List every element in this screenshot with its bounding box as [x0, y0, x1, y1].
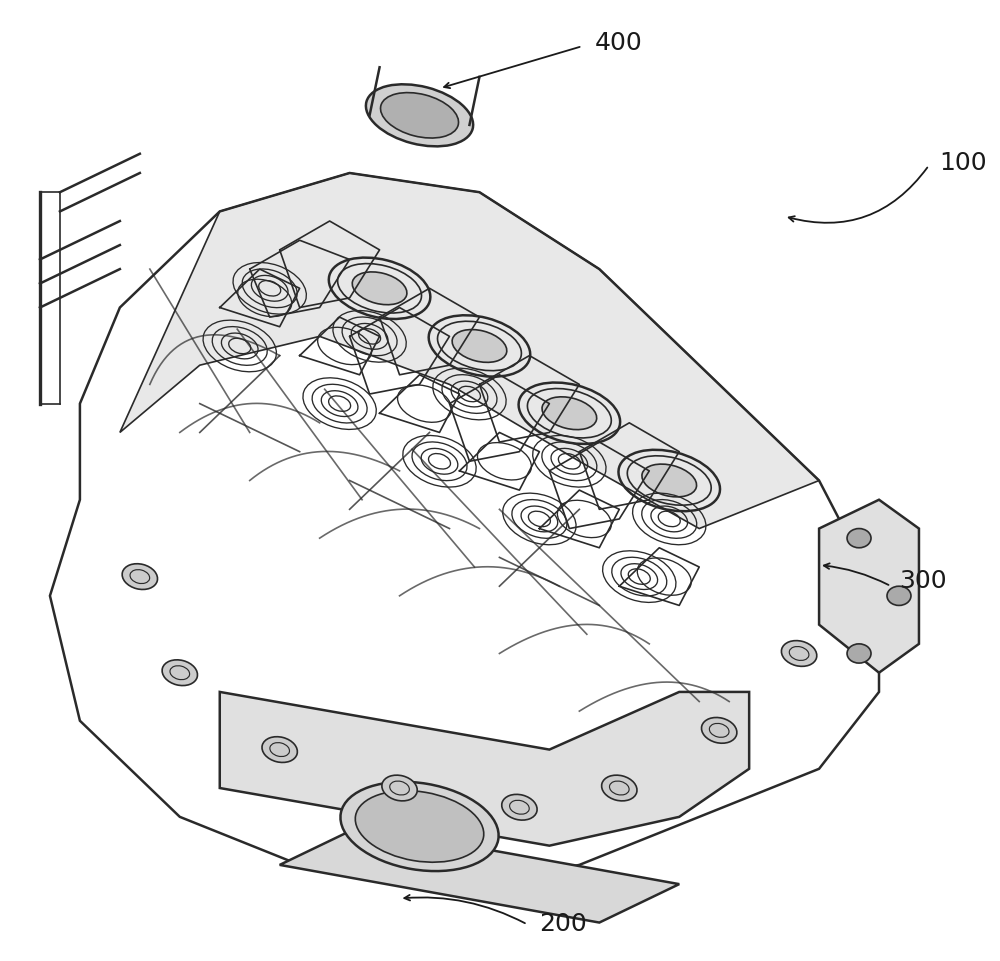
Ellipse shape — [452, 330, 507, 362]
Text: 400: 400 — [594, 32, 642, 55]
Polygon shape — [220, 692, 749, 846]
Text: 200: 200 — [539, 913, 587, 936]
Ellipse shape — [847, 529, 871, 548]
Ellipse shape — [162, 660, 197, 685]
Ellipse shape — [340, 782, 499, 871]
Polygon shape — [819, 500, 919, 673]
Ellipse shape — [355, 791, 484, 862]
Ellipse shape — [702, 718, 737, 743]
Text: 300: 300 — [899, 570, 947, 593]
Ellipse shape — [847, 644, 871, 663]
Ellipse shape — [502, 795, 537, 820]
Polygon shape — [120, 173, 819, 529]
Ellipse shape — [602, 776, 637, 801]
Ellipse shape — [381, 92, 459, 138]
Ellipse shape — [366, 85, 473, 146]
Polygon shape — [280, 826, 679, 923]
Ellipse shape — [542, 397, 597, 430]
Ellipse shape — [352, 272, 407, 305]
Ellipse shape — [781, 641, 817, 666]
Ellipse shape — [887, 586, 911, 605]
Text: 100: 100 — [939, 152, 987, 175]
Ellipse shape — [122, 564, 158, 589]
Ellipse shape — [262, 737, 297, 762]
Ellipse shape — [642, 464, 697, 497]
Ellipse shape — [382, 776, 417, 801]
